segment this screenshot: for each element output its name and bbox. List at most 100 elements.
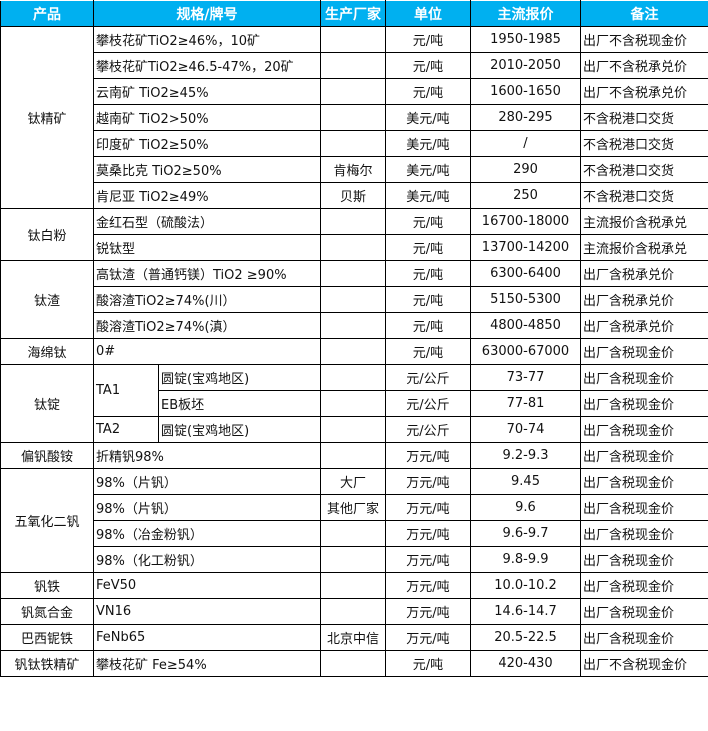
unit-cell: 万元/吨 xyxy=(385,442,471,469)
table-row: 钒氮合金 VN16 万元/吨 14.6-14.7 出厂含税现金价 xyxy=(0,598,708,625)
unit-cell: 元/吨 xyxy=(385,312,471,339)
note-cell: 出厂含税现金价 xyxy=(580,598,708,625)
price-cell: 63000-67000 xyxy=(470,338,581,365)
spec-cell: 圆锭(宝鸡地区) xyxy=(158,416,321,443)
unit-cell: 美元/吨 xyxy=(385,104,471,131)
price-cell: 1600-1650 xyxy=(470,78,581,105)
spec-cell: 莫桑比克 TiO2≥50% xyxy=(93,156,321,183)
unit-cell: 万元/吨 xyxy=(385,572,471,599)
spec-cell: 98%（片钒） xyxy=(93,468,321,495)
unit-cell: 元/吨 xyxy=(385,234,471,261)
product-cell: 钛锭 xyxy=(0,364,94,443)
price-cell: 280-295 xyxy=(470,104,581,131)
price-cell: 2010-2050 xyxy=(470,52,581,79)
maker-cell xyxy=(320,650,386,677)
unit-cell: 万元/吨 xyxy=(385,598,471,625)
table-row: 酸溶渣TiO2≥74%(川） 元/吨 5150-5300 出厂含税承兑价 xyxy=(1,286,708,313)
spec-cell: 98%（冶金粉钒） xyxy=(93,520,321,547)
spec-cell: 圆锭(宝鸡地区) xyxy=(158,364,321,391)
price-cell: / xyxy=(470,130,581,157)
table-row: 偏钒酸铵 折精钒98% 万元/吨 9.2-9.3 出厂含税现金价 xyxy=(0,442,708,469)
table-row: 巴西铌铁 FeNb65 北京中信 万元/吨 20.5-22.5 出厂含税现金价 xyxy=(0,624,708,651)
spec-cell: 攀枝花矿TiO2≥46%，10矿 xyxy=(93,26,321,53)
price-cell: 13700-14200 xyxy=(470,234,581,261)
maker-cell xyxy=(320,78,386,105)
note-cell: 出厂不含税承兑价 xyxy=(580,78,708,105)
spec-cell: EB板坯 xyxy=(158,390,321,417)
maker-cell xyxy=(320,52,386,79)
price-cell: 9.2-9.3 xyxy=(470,442,581,469)
price-cell: 420-430 xyxy=(470,650,581,677)
price-cell: 77-81 xyxy=(470,390,581,417)
header-price: 主流报价 xyxy=(470,0,581,27)
header-spec: 规格/牌号 xyxy=(93,0,321,27)
header-unit: 单位 xyxy=(385,0,471,27)
note-cell: 出厂含税现金价 xyxy=(580,546,708,573)
unit-cell: 美元/吨 xyxy=(385,182,471,209)
maker-cell xyxy=(320,208,386,235)
spec-cell: VN16 xyxy=(93,598,321,625)
note-cell: 出厂含税现金价 xyxy=(580,338,708,365)
note-cell: 出厂含税现金价 xyxy=(580,416,708,443)
product-cell: 五氧化二钒 xyxy=(0,468,94,573)
header-product: 产品 xyxy=(0,0,94,27)
unit-cell: 万元/吨 xyxy=(385,624,471,651)
unit-cell: 元/公斤 xyxy=(385,364,471,391)
table-row: 98%（冶金粉钒） 万元/吨 9.6-9.7 出厂含税现金价 xyxy=(1,520,708,547)
unit-cell: 万元/吨 xyxy=(385,468,471,495)
price-cell: 6300-6400 xyxy=(470,260,581,287)
price-cell: 290 xyxy=(470,156,581,183)
product-cell: 钒钛铁精矿 xyxy=(0,650,94,677)
maker-cell: 贝斯 xyxy=(320,182,386,209)
note-cell: 出厂含税承兑价 xyxy=(580,312,708,339)
product-cell: 钒氮合金 xyxy=(0,598,94,625)
unit-cell: 元/吨 xyxy=(385,338,471,365)
price-cell: 10.0-10.2 xyxy=(470,572,581,599)
maker-cell: 北京中信 xyxy=(320,624,386,651)
maker-cell xyxy=(320,130,386,157)
note-cell: 主流报价含税承兑 xyxy=(580,208,708,235)
maker-cell: 肯梅尔 xyxy=(320,156,386,183)
product-cell: 钛精矿 xyxy=(0,26,94,209)
unit-cell: 元/吨 xyxy=(385,26,471,53)
unit-cell: 元/吨 xyxy=(385,52,471,79)
maker-cell xyxy=(320,442,386,469)
table-row: 海绵钛 0# 元/吨 63000-67000 出厂含税现金价 xyxy=(0,338,708,365)
maker-cell xyxy=(320,260,386,287)
spec-cell: FeV50 xyxy=(93,572,321,599)
price-cell: 4800-4850 xyxy=(470,312,581,339)
spec-cell: 云南矿 TiO2≥45% xyxy=(93,78,321,105)
spec-cell: FeNb65 xyxy=(93,624,321,651)
grade-cell: TA2 xyxy=(93,416,159,443)
note-cell: 出厂不含税现金价 xyxy=(580,26,708,53)
spec-cell: 攀枝花矿 Fe≥54% xyxy=(93,650,321,677)
maker-cell xyxy=(320,26,386,53)
table-row: 钒铁 FeV50 万元/吨 10.0-10.2 出厂含税现金价 xyxy=(0,572,708,599)
maker-cell xyxy=(320,364,386,391)
spec-cell: 98%（片钒） xyxy=(93,494,321,521)
spec-cell: 酸溶渣TiO2≥74%(川） xyxy=(93,286,321,313)
spec-cell: 攀枝花矿TiO2≥46.5-47%，20矿 xyxy=(93,52,321,79)
unit-cell: 美元/吨 xyxy=(385,156,471,183)
table-row: 酸溶渣TiO2≥74%(滇） 元/吨 4800-4850 出厂含税承兑价 xyxy=(1,312,708,339)
header-maker: 生产厂家 xyxy=(320,0,386,27)
table-row: 云南矿 TiO2≥45% 元/吨 1600-1650 出厂不含税承兑价 xyxy=(1,78,708,105)
maker-cell xyxy=(320,598,386,625)
table-row: 钛精矿 攀枝花矿TiO2≥46%，10矿 元/吨 1950-1985 出厂不含税现金价 xyxy=(0,26,708,209)
table-row: 钛渣 高钛渣（普通钙镁）TiO2 ≥90% 元/吨 6300-6400 出厂含税承兑价 xyxy=(0,260,708,339)
unit-cell: 元/吨 xyxy=(385,208,471,235)
table-row: 锐钛型 元/吨 13700-14200 主流报价含税承兑 xyxy=(1,234,708,261)
maker-cell xyxy=(320,234,386,261)
note-cell: 出厂含税现金价 xyxy=(580,468,708,495)
note-cell: 出厂含税承兑价 xyxy=(580,260,708,287)
table-row: 肯尼亚 TiO2≥49% 贝斯 美元/吨 250 不含税港口交货 xyxy=(1,182,708,209)
note-cell: 不含税港口交货 xyxy=(580,182,708,209)
product-cell: 海绵钛 xyxy=(0,338,94,365)
maker-cell xyxy=(320,338,386,365)
note-cell: 出厂含税现金价 xyxy=(580,520,708,547)
note-cell: 出厂含税现金价 xyxy=(580,494,708,521)
product-cell: 偏钒酸铵 xyxy=(0,442,94,469)
maker-cell xyxy=(320,546,386,573)
table-row: TA2 圆锭(宝鸡地区) 元/公斤 70-74 出厂含税现金价 xyxy=(1,416,708,443)
price-cell: 1950-1985 xyxy=(470,26,581,53)
